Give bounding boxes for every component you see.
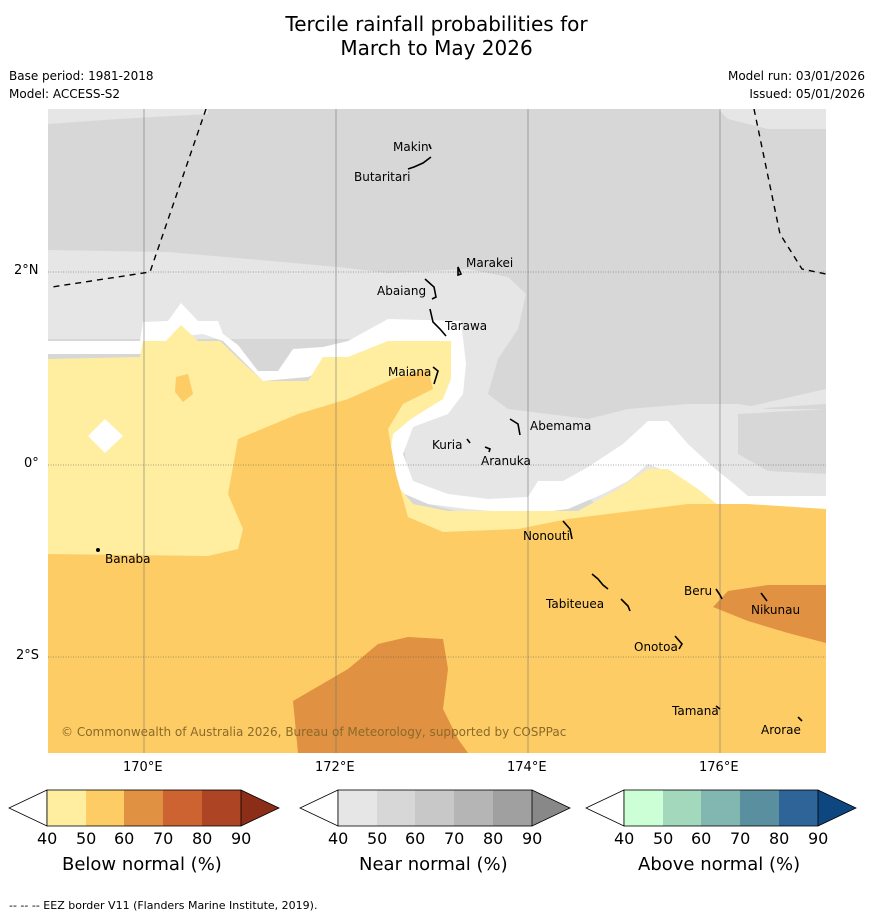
island-label-nonouti: Nonouti: [523, 529, 570, 543]
island-label-tabiteuea: Tabiteuea: [545, 597, 604, 611]
cb-near-70: [454, 790, 493, 826]
cb-title-near: Near normal (%): [359, 854, 508, 875]
cb-near-40: [338, 790, 377, 826]
below-normal-60-east: [713, 585, 826, 643]
cb-tick: 70: [153, 829, 174, 848]
title-line-2: March to May 2026: [340, 36, 533, 60]
cb-tick: 80: [483, 829, 504, 848]
island-label-arorae: Arorae: [761, 723, 801, 737]
island-label-nikunau: Nikunau: [751, 603, 800, 617]
island-label-maiana: Maiana: [388, 365, 431, 379]
cb-below-60: [124, 790, 163, 826]
cb-tick: 90: [522, 829, 543, 848]
cb-tick: 50: [367, 829, 388, 848]
issued-date: Issued: 05/01/2026: [749, 87, 865, 101]
cb-title-below: Below normal (%): [62, 854, 222, 875]
cb-above-50: [663, 790, 701, 826]
near-normal-40-right-patch: [738, 389, 826, 409]
cb-near-80: [493, 790, 532, 826]
title-line-1: Tercile rainfall probabilities for: [285, 12, 588, 36]
map-title: Tercile rainfall probabilities for March…: [0, 12, 873, 60]
eez-border: [51, 109, 826, 288]
island-label-marakei: Marakei: [466, 256, 513, 270]
island-label-beru: Beru: [684, 584, 712, 598]
cb-above-40: [624, 790, 663, 826]
cb-above-70: [740, 790, 779, 826]
copyright-notice: © Commonwealth of Australia 2026, Bureau…: [61, 725, 566, 739]
lat-label-2n: 2°N: [14, 263, 39, 278]
colorbar-near-normal: [299, 789, 571, 827]
cb-tick: 50: [653, 829, 674, 848]
near-normal-50-pocket: [738, 409, 826, 474]
island-label-abemama: Abemama: [530, 419, 591, 433]
white-boundary-band: [48, 303, 826, 514]
cb-tick: 50: [76, 829, 97, 848]
cb-below-40: [47, 790, 86, 826]
colorbar-above-normal: [585, 789, 857, 827]
island-label-kuria: Kuria: [432, 438, 463, 452]
cb-tick: 40: [328, 829, 349, 848]
lon-label-176e: 176°E: [699, 760, 739, 775]
below-normal-50-spot: [175, 374, 193, 402]
cb-tick: 70: [444, 829, 465, 848]
lat-label-0: 0°: [24, 456, 39, 471]
cb-near-50: [377, 790, 415, 826]
probability-map: Makin Butaritari Marakei Abaiang Tarawa …: [48, 109, 826, 753]
island-label-abaiang: Abaiang: [377, 284, 426, 298]
lat-label-2s: 2°S: [16, 648, 40, 663]
cb-below-50: [86, 790, 124, 826]
cb-tick: 60: [114, 829, 135, 848]
cb-near-90: [532, 790, 570, 826]
cb-below-80: [202, 790, 241, 826]
island-label-banaba: Banaba: [105, 552, 151, 566]
below-normal-60-south: [293, 637, 468, 753]
white-diamond: [88, 419, 123, 453]
model-run: Model run: 03/01/2026: [727, 69, 865, 83]
cb-tick: 70: [730, 829, 751, 848]
graticule: [48, 109, 826, 753]
meta-right: Model run: 03/01/2026 Issued: 05/01/2026: [728, 67, 865, 103]
cb-above-60: [701, 790, 740, 826]
cb-below-70: [163, 790, 202, 826]
cb-tick: 90: [231, 829, 252, 848]
cb-above-80: [779, 790, 818, 826]
island-label-makin: Makin: [393, 140, 429, 154]
cb-tick: 60: [405, 829, 426, 848]
near-normal-40-top-right: [718, 109, 826, 129]
cb-tick: 80: [769, 829, 790, 848]
meta-left: Base period: 1981-2018 Model: ACCESS-S2: [9, 67, 154, 103]
island-label-aranuka: Aranuka: [481, 454, 531, 468]
cb-near-60: [415, 790, 454, 826]
island-label-onotoa: Onotoa: [634, 640, 678, 654]
cb-tick: 80: [192, 829, 213, 848]
lon-label-174e: 174°E: [507, 760, 547, 775]
cb-tick: 60: [691, 829, 712, 848]
cb-above-90: [818, 790, 856, 826]
island-label-tarawa: Tarawa: [444, 319, 487, 333]
cb-title-above: Above normal (%): [638, 854, 801, 875]
island-labels: Makin Butaritari Marakei Abaiang Tarawa …: [105, 140, 801, 737]
cb-below-90: [241, 790, 279, 826]
base-period: Base period: 1981-2018: [9, 69, 154, 83]
model-name: Model: ACCESS-S2: [9, 87, 121, 101]
lon-label-170e: 170°E: [123, 760, 163, 775]
cb-tick: 40: [37, 829, 58, 848]
island-label-butaritari: Butaritari: [354, 170, 411, 184]
island-label-tamana: Tamana: [671, 704, 719, 718]
eez-footnote: -- -- -- EEZ border V11 (Flanders Marine…: [9, 899, 318, 912]
island-shapes: [95, 143, 803, 722]
near-normal-40-top-left: [48, 109, 208, 124]
colorbars: [8, 789, 857, 827]
cb-tick: 90: [808, 829, 829, 848]
colorbar-below-normal: [8, 789, 280, 827]
lon-label-172e: 172°E: [315, 760, 355, 775]
cb-tick: 40: [614, 829, 635, 848]
